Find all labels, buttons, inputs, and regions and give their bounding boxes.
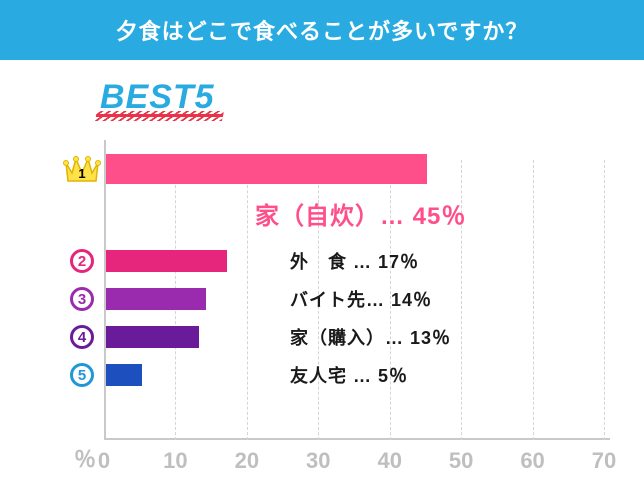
- rank-badge: 3: [60, 287, 104, 311]
- rank-number: 4: [70, 325, 94, 349]
- crown-icon: 1: [62, 151, 102, 187]
- rank-number: 5: [70, 363, 94, 387]
- x-tick-label: 40: [377, 448, 401, 474]
- best5-heading: BEST5: [100, 78, 215, 117]
- x-tick-label: 30: [306, 448, 330, 474]
- rank-badge: 1: [60, 151, 104, 187]
- x-tick-label: 0: [98, 448, 110, 474]
- bar: [106, 326, 199, 348]
- bar: [106, 154, 427, 184]
- legend-item: 外 食 … 17％: [290, 248, 419, 274]
- x-tick-label: 70: [592, 448, 616, 474]
- top-legend: 家（自炊）… 45％: [255, 196, 466, 231]
- legend-item: 家（購入）… 13％: [290, 324, 451, 350]
- bar: [106, 250, 227, 272]
- bar: [106, 364, 142, 386]
- bar-chart: ％ 0 10 20 30 40 50 60 70 1 家（自炊）… 45％ 2 外 食 … 17％ 3…: [60, 140, 620, 480]
- page-title: 夕食はどこで食べることが多いですか？: [116, 14, 529, 46]
- svg-text:1: 1: [78, 166, 85, 181]
- x-tick-label: 60: [520, 448, 544, 474]
- rank-badge: 5: [60, 363, 104, 387]
- rank-badge: 4: [60, 325, 104, 349]
- rank-number: 2: [70, 249, 94, 273]
- x-tick-label: 10: [163, 448, 187, 474]
- x-tick-label: 50: [449, 448, 473, 474]
- title-bar: 夕食はどこで食べることが多いですか？: [0, 0, 644, 60]
- rank-badge: 2: [60, 249, 104, 273]
- legend-item: 友人宅 … 5％: [290, 362, 408, 388]
- bar-row: 1: [60, 154, 620, 184]
- bar: [106, 288, 206, 310]
- x-tick-label: 20: [235, 448, 259, 474]
- rank-number: 3: [70, 287, 94, 311]
- legend-item: バイト先… 14％: [290, 286, 432, 312]
- pct-symbol: ％: [74, 442, 96, 474]
